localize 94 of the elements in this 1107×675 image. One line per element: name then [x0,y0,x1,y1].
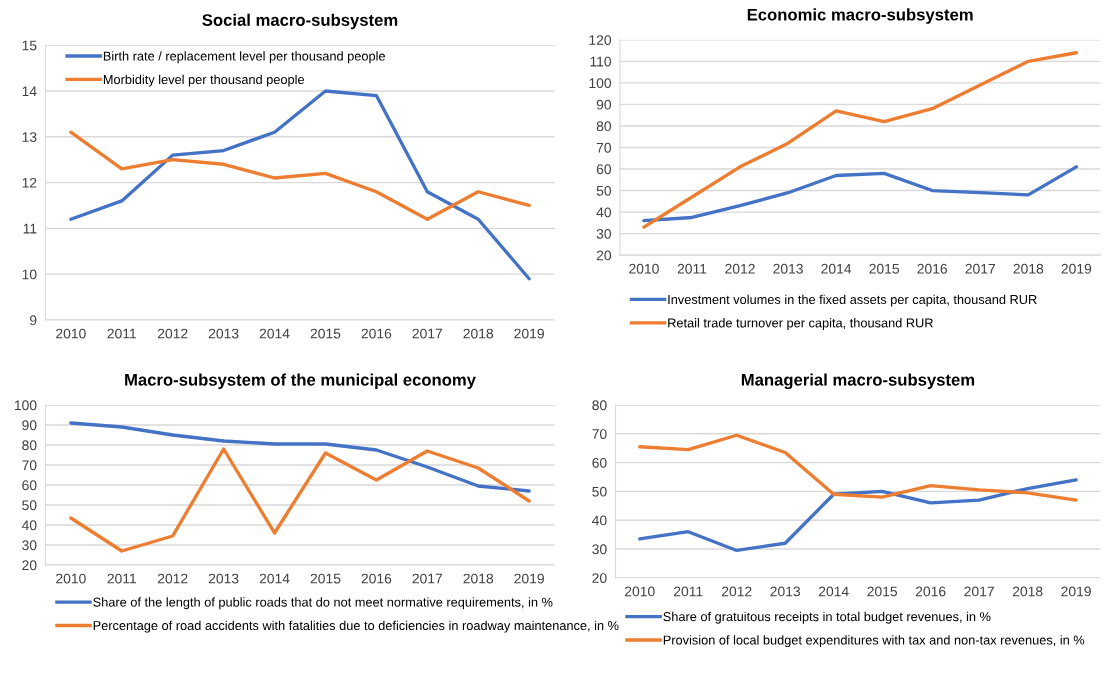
y-tick-label: 70 [596,142,612,153]
x-tick-label: 2015 [867,586,898,597]
y-tick-label: 30 [592,544,607,555]
y-tick-label: 100 [589,78,612,89]
line-series [69,130,531,221]
chart-title: Macro-subsystem of the municipal economy [125,373,476,390]
x-tick-label: 2012 [721,586,752,597]
line-series [638,478,1078,553]
x-tick-label: 2013 [208,328,239,339]
legend-label: Share of gratuitous receipts in total budget revenues, in % [663,611,991,624]
y-tick-label: 60 [592,457,607,468]
x-tick-label: 2012 [725,263,755,274]
x-tick-label: 2010 [56,573,86,584]
x-tick-label: 2016 [915,586,946,597]
x-tick-label: 2010 [624,586,655,597]
legend-label: Retail trade turnover per capita, thousand RUR [668,318,933,330]
line-series [642,165,1079,223]
y-tick-label: 70 [22,460,37,471]
y-tick-label: 90 [22,420,37,431]
x-tick-label: 2014 [821,263,852,274]
line-series [642,51,1079,229]
x-tick-label: 2016 [361,328,392,339]
y-tick-label: 80 [22,440,37,451]
x-tick-label: 2016 [917,263,948,274]
y-tick-label: 110 [590,56,612,67]
x-tick-label: 2013 [773,263,803,274]
y-tick-label: 50 [592,486,607,497]
legend-label: Percentage of road accidents with fatalities due to deficiencies in roadway maintenance, in % [93,620,619,633]
x-tick-label: 2013 [208,573,239,584]
y-tick-label: 70 [592,429,607,439]
x-tick-label: 2011 [677,263,707,274]
x-tick-label: 2014 [259,573,290,584]
y-tick-label: 100 [14,400,37,411]
y-tick-label: 10 [22,269,37,280]
x-tick-label: 2019 [1061,263,1092,274]
legend-label: Morbidity level per thousand people [103,74,305,87]
y-tick-label: 20 [22,560,37,571]
x-tick-label: 2014 [259,328,290,339]
y-tick-label: 14 [22,86,37,97]
legend-label: Provision of local budget expenditures with tax and non-tax revenues, in % [663,635,1085,648]
legend-label: Share of the length of public roads that do not meet normative requirements, in % [93,597,553,610]
x-tick-label: 2012 [157,573,188,584]
line-series [69,421,531,493]
y-tick-label: 60 [22,480,37,491]
x-tick-label: 2011 [107,573,137,584]
line-series [69,447,531,553]
x-tick-label: 2018 [1012,586,1043,597]
legend-label: Birth rate / replacement level per thousand people [103,51,385,64]
y-tick-label: 9 [29,315,37,326]
y-tick-label: 20 [592,573,607,583]
x-tick-label: 2018 [463,573,494,584]
y-tick-label: 40 [592,515,607,526]
y-tick-label: 12 [22,177,37,188]
x-tick-label: 2013 [770,586,801,597]
y-tick-label: 11 [23,223,37,234]
y-tick-label: 120 [589,35,612,45]
x-tick-label: 2015 [869,263,900,274]
y-tick-label: 15 [22,40,37,51]
y-tick-label: 90 [596,99,612,110]
y-tick-label: 40 [21,520,37,531]
x-tick-label: 2018 [1013,263,1044,274]
y-tick-label: 60 [596,164,612,175]
y-tick-label: 13 [22,132,37,142]
x-tick-label: 2019 [514,328,544,339]
x-tick-label: 2010 [56,328,86,339]
x-tick-label: 2019 [1061,586,1091,597]
y-tick-label: 50 [596,185,612,196]
chart-title: Economic macro-subsystem [747,8,973,24]
x-tick-label: 2017 [965,263,995,274]
y-tick-label: 40 [596,207,612,218]
y-tick-label: 80 [596,121,612,132]
y-tick-label: 80 [592,400,607,411]
legend-label: Investment volumes in the fixed assets per capita, thousand RUR [668,294,1037,307]
chart-title: Social macro-subsystem [202,13,398,30]
x-tick-label: 2017 [964,586,994,597]
chart-title: Managerial macro-subsystem [741,373,975,390]
y-tick-label: 20 [596,250,612,261]
x-tick-label: 2012 [157,328,188,339]
x-tick-label: 2011 [673,586,703,597]
x-tick-label: 2014 [818,586,849,597]
x-tick-label: 2015 [310,328,341,339]
x-tick-label: 2015 [310,573,341,584]
x-tick-label: 2017 [412,573,443,584]
x-tick-label: 2018 [463,328,494,339]
x-tick-label: 2010 [629,263,659,274]
y-tick-label: 50 [22,500,37,511]
line-series [638,433,1078,502]
x-tick-label: 2017 [412,328,443,339]
x-tick-label: 2019 [514,573,544,584]
x-tick-label: 2011 [107,328,137,339]
y-tick-label: 30 [596,228,612,239]
y-tick-label: 30 [22,540,37,551]
line-series [69,89,531,281]
x-tick-label: 2016 [361,573,392,584]
